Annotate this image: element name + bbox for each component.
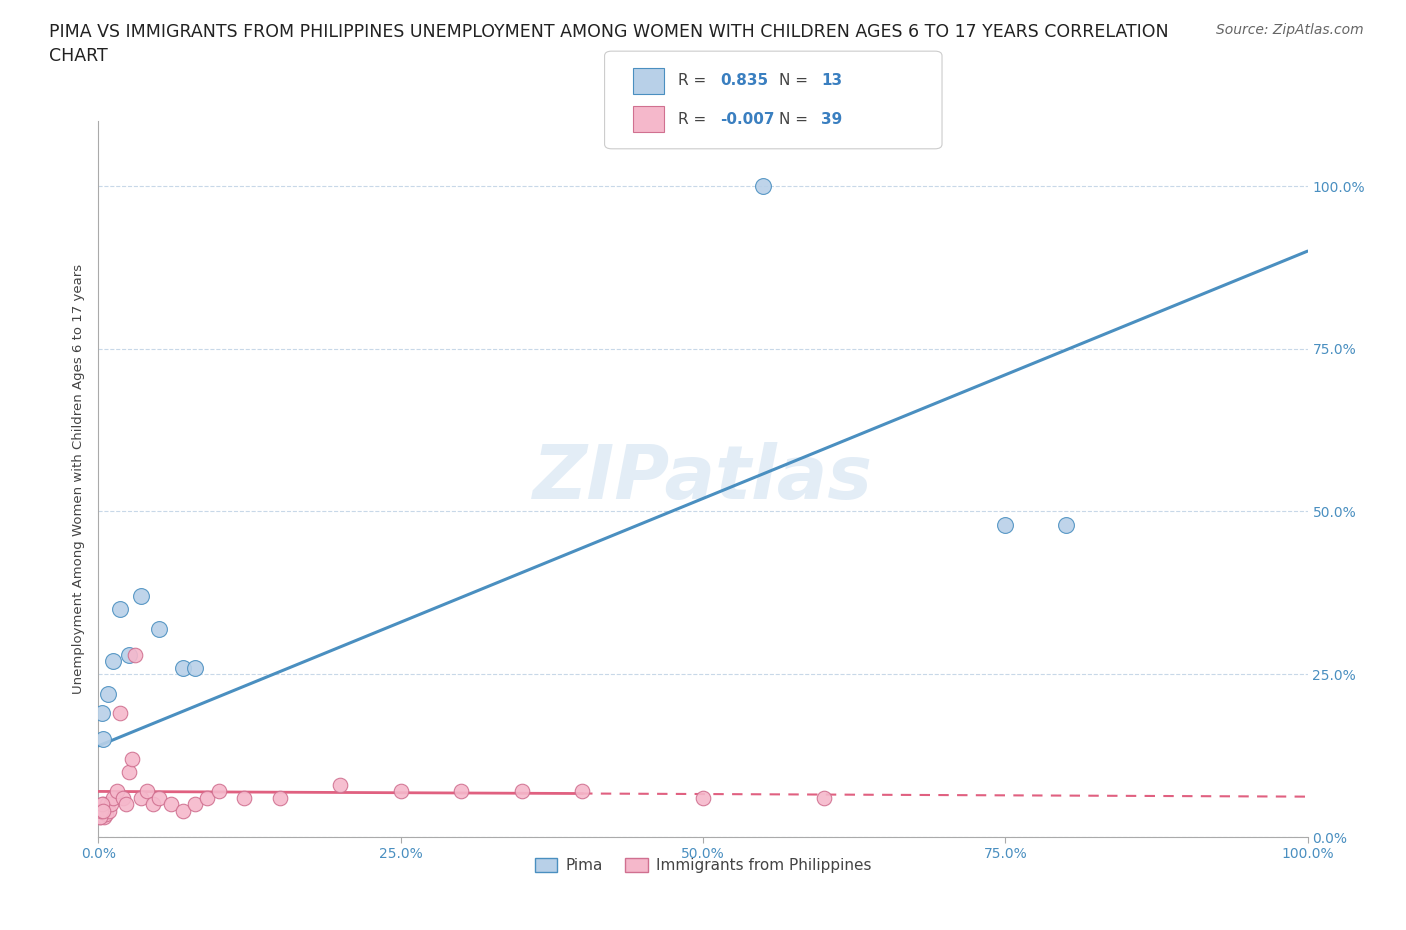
Text: N =: N = xyxy=(779,112,813,126)
Point xyxy=(105,784,128,799)
Point xyxy=(101,654,124,669)
Text: N =: N = xyxy=(779,73,813,88)
Point xyxy=(108,706,131,721)
Point xyxy=(195,790,218,805)
Text: PIMA VS IMMIGRANTS FROM PHILIPPINES UNEMPLOYMENT AMONG WOMEN WITH CHILDREN AGES : PIMA VS IMMIGRANTS FROM PHILIPPINES UNEM… xyxy=(49,23,1168,65)
Text: 39: 39 xyxy=(821,112,842,126)
Point xyxy=(129,790,152,805)
Point xyxy=(90,804,112,818)
Point xyxy=(91,706,114,721)
Y-axis label: Unemployment Among Women with Children Ages 6 to 17 years: Unemployment Among Women with Children A… xyxy=(72,264,86,694)
Point xyxy=(121,751,143,766)
Point xyxy=(813,790,835,805)
Point xyxy=(108,602,131,617)
Point xyxy=(98,804,121,818)
Point xyxy=(89,810,111,825)
Point xyxy=(129,589,152,604)
Point xyxy=(571,784,593,799)
Point xyxy=(148,621,170,636)
Text: ZIPatlas: ZIPatlas xyxy=(533,443,873,515)
Point xyxy=(269,790,291,805)
Text: R =: R = xyxy=(678,112,711,126)
Point xyxy=(118,647,141,662)
Point xyxy=(172,804,194,818)
Point xyxy=(184,797,207,812)
Text: R =: R = xyxy=(678,73,711,88)
Point xyxy=(329,777,352,792)
Point xyxy=(232,790,254,805)
Text: 13: 13 xyxy=(821,73,842,88)
Point xyxy=(208,784,231,799)
Point xyxy=(692,790,714,805)
Point xyxy=(91,804,114,818)
Point xyxy=(148,790,170,805)
Point xyxy=(91,732,114,747)
Point xyxy=(1054,517,1077,532)
Text: -0.007: -0.007 xyxy=(720,112,775,126)
Point xyxy=(94,804,117,818)
Point xyxy=(184,660,207,675)
Point xyxy=(91,797,114,812)
Point xyxy=(389,784,412,799)
Point xyxy=(111,790,134,805)
Text: Source: ZipAtlas.com: Source: ZipAtlas.com xyxy=(1216,23,1364,37)
Point xyxy=(994,517,1017,532)
Point xyxy=(89,810,111,825)
Point xyxy=(96,797,118,812)
Point xyxy=(450,784,472,799)
Point xyxy=(96,807,118,822)
Point xyxy=(172,660,194,675)
Point xyxy=(97,686,120,701)
Point xyxy=(510,784,533,799)
Point xyxy=(124,647,146,662)
Point xyxy=(90,804,112,818)
Point xyxy=(142,797,165,812)
Point xyxy=(101,790,124,805)
Point xyxy=(160,797,183,812)
Point xyxy=(100,797,122,812)
Text: 0.835: 0.835 xyxy=(720,73,768,88)
Point xyxy=(118,764,141,779)
Point xyxy=(135,784,157,799)
Point xyxy=(91,797,114,812)
Legend: Pima, Immigrants from Philippines: Pima, Immigrants from Philippines xyxy=(529,852,877,880)
Point xyxy=(752,179,775,193)
Point xyxy=(93,810,115,825)
Point xyxy=(115,797,138,812)
